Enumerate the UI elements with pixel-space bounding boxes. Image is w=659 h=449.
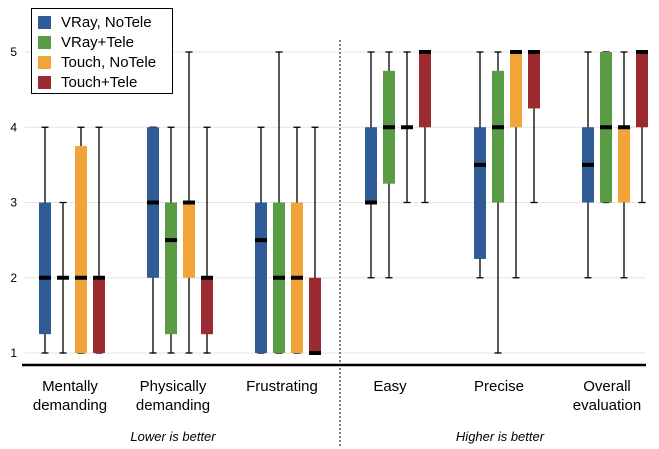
category-label-overall-evaluation: Overall evaluation: [572, 378, 642, 414]
y-axis-ticks: 1 2 3 4 5: [10, 45, 17, 360]
box-0-2: [75, 126, 87, 354]
box-body: [618, 127, 630, 203]
box-3-0: [365, 51, 377, 279]
median-line: [57, 275, 69, 280]
box-4-0: [474, 51, 486, 279]
legend-item-vray-notele: VRay, NoTele: [38, 12, 166, 32]
median-line: [165, 238, 177, 243]
legend-label: VRay, NoTele: [61, 13, 152, 31]
box-1-1: [165, 126, 177, 354]
box-body: [528, 52, 540, 109]
median-line: [582, 162, 594, 167]
legend-label: Touch+Tele: [61, 73, 138, 91]
box-0-0: [39, 126, 51, 354]
y-tick-label: 2: [10, 271, 17, 285]
median-line: [600, 125, 612, 130]
box-body: [419, 52, 431, 128]
group-label-higher-is-better: Higher is better: [455, 429, 545, 444]
box-1-3: [201, 126, 213, 354]
box-2-2: [291, 126, 303, 354]
box-4-1: [492, 51, 504, 354]
category-label-physically-demanding: Physically demanding: [135, 378, 211, 414]
box-3-1: [383, 51, 395, 279]
box-4-2: [510, 50, 522, 279]
median-line: [419, 50, 431, 54]
grid-lines: [25, 51, 646, 354]
median-line: [93, 275, 105, 280]
legend: VRay, NoTele VRay+Tele Touch, NoTele Tou…: [31, 8, 173, 94]
legend-label: Touch, NoTele: [61, 53, 157, 71]
box-3-2: [401, 51, 413, 204]
median-line: [255, 238, 267, 243]
median-line: [39, 275, 51, 280]
category-label-easy: Easy: [373, 378, 407, 395]
median-line: [474, 162, 486, 167]
box-5-3: [636, 50, 648, 204]
box-3-3: [419, 50, 431, 204]
legend-swatch: [38, 55, 51, 69]
median-line: [365, 200, 377, 205]
box-body: [165, 202, 177, 335]
box-0-1: [57, 201, 69, 354]
box-body: [93, 277, 105, 353]
box-4-3: [528, 50, 540, 204]
median-line: [147, 200, 159, 205]
box-body: [474, 127, 486, 259]
y-tick-label: 3: [10, 196, 17, 210]
box-1-2: [183, 51, 195, 354]
box-body: [201, 277, 213, 335]
box-5-1: [600, 51, 612, 204]
box-body: [636, 52, 648, 128]
median-line: [636, 50, 648, 54]
legend-swatch: [38, 75, 51, 89]
median-line: [492, 125, 504, 130]
legend-swatch: [38, 35, 51, 49]
median-line: [201, 275, 213, 280]
group-label-lower-is-better: Lower is better: [130, 429, 216, 444]
box-1-0: [147, 126, 159, 354]
category-label-precise: Precise: [473, 378, 525, 395]
legend-item-vray-tele: VRay+Tele: [38, 32, 166, 52]
box-body: [492, 70, 504, 203]
median-line: [75, 275, 87, 280]
box-body: [309, 277, 321, 353]
median-line: [273, 275, 285, 280]
box-2-0: [255, 126, 267, 354]
box-body: [39, 202, 51, 335]
box-5-2: [618, 51, 630, 279]
category-label-frustrating: Frustrating: [246, 378, 318, 395]
legend-label: VRay+Tele: [61, 33, 134, 51]
box-body: [75, 146, 87, 353]
box-series: [39, 50, 648, 355]
box-body: [255, 202, 267, 353]
box-0-3: [93, 126, 105, 354]
median-line: [383, 125, 395, 130]
median-line: [618, 125, 630, 130]
median-line: [401, 125, 413, 130]
box-2-1: [273, 51, 285, 354]
legend-item-touch-tele: Touch+Tele: [38, 72, 166, 92]
median-line: [528, 50, 540, 54]
median-line: [309, 351, 321, 355]
legend-item-touch-notele: Touch, NoTele: [38, 52, 166, 72]
y-tick-label: 5: [10, 45, 17, 59]
median-line: [291, 275, 303, 280]
box-5-0: [582, 51, 594, 279]
median-line: [183, 200, 195, 205]
category-label-mentally-demanding: Mentally demanding: [32, 378, 108, 414]
legend-swatch: [38, 15, 51, 29]
y-tick-label: 1: [10, 346, 17, 360]
box-2-3: [309, 126, 321, 355]
box-body: [510, 52, 522, 128]
y-tick-label: 4: [10, 120, 17, 134]
box-body: [365, 127, 377, 203]
box-body: [183, 202, 195, 278]
median-line: [510, 50, 522, 54]
